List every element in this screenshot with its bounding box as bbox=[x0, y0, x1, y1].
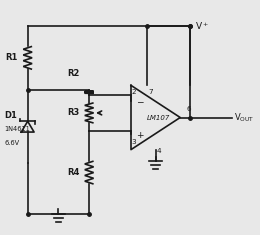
Text: 6.6V: 6.6V bbox=[4, 140, 20, 146]
Text: R2: R2 bbox=[67, 69, 79, 78]
Text: D1: D1 bbox=[4, 111, 17, 120]
Text: 3: 3 bbox=[132, 139, 136, 145]
Text: 1N4611: 1N4611 bbox=[4, 126, 30, 132]
Text: V$^+$: V$^+$ bbox=[195, 20, 209, 31]
Text: V$_{\mathregular{OUT}}$: V$_{\mathregular{OUT}}$ bbox=[234, 111, 255, 124]
Text: 2: 2 bbox=[132, 89, 136, 94]
Text: 4: 4 bbox=[157, 149, 161, 154]
Text: R1: R1 bbox=[5, 53, 18, 62]
Text: LM107: LM107 bbox=[146, 114, 170, 121]
Text: 7: 7 bbox=[148, 89, 153, 95]
Text: R4: R4 bbox=[67, 168, 79, 177]
Text: $+$: $+$ bbox=[136, 130, 145, 140]
Text: 6: 6 bbox=[186, 106, 191, 112]
Text: $-$: $-$ bbox=[136, 96, 145, 105]
Text: R3: R3 bbox=[67, 108, 79, 118]
